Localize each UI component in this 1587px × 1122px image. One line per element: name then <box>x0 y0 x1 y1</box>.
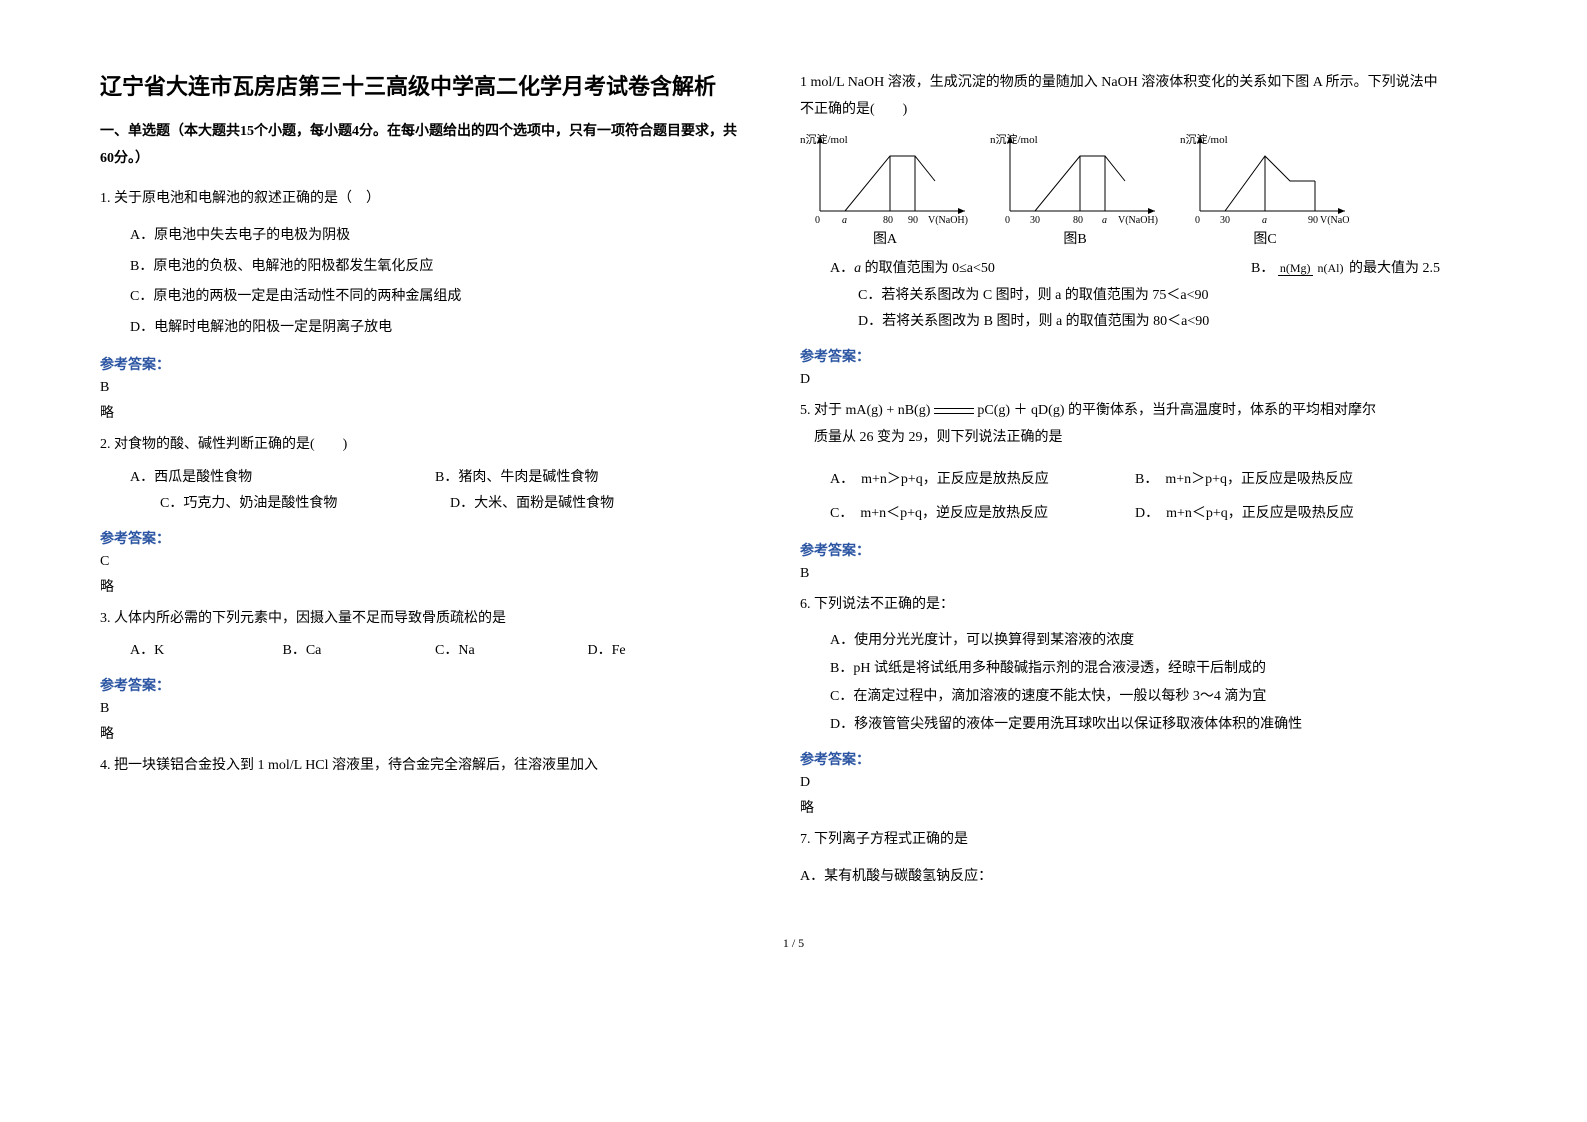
q1-opt-b: B．原电池的负极、电解池的阳极都发生氧化反应 <box>130 252 740 283</box>
q1-stem: 1. 关于原电池和电解池的叙述正确的是（ ） <box>100 186 740 213</box>
q6-note: 略 <box>800 797 1440 817</box>
q6-opt-c: C．在滴定过程中，滴加溶液的速度不能太快，一般以每秒 3～4 滴为宜 <box>830 683 1440 711</box>
chart-xlabel: V(NaOH) <box>1118 215 1158 226</box>
q2-opt-d: D．大米、面粉是碱性食物 <box>450 491 740 518</box>
q3-opt-a: A．K <box>130 638 283 665</box>
q6-answer: D <box>800 775 1440 791</box>
chart-a-x0: 0 <box>815 215 820 226</box>
q3-opt-d: D．Fe <box>588 638 741 665</box>
chart-a-label: 图A <box>800 228 970 248</box>
q2-opt-b: B．猪肉、牛肉是碱性食物 <box>435 465 740 492</box>
q4-opt-b: B． n(Mg) n(Al) 的最大值为 2.5 <box>1251 256 1440 283</box>
q2-note: 略 <box>100 576 740 596</box>
answer-label: 参考答案： <box>100 528 740 548</box>
chart-a-x1: a <box>842 215 847 226</box>
chart-c-x2: a <box>1262 215 1267 226</box>
chart-b-x2: 80 <box>1073 215 1083 226</box>
chart-row: n沉淀/mol 0 a 80 90 V(NaOH) 图A <box>800 131 1440 248</box>
q2-opt-c: C．巧克力、奶油是酸性食物 <box>160 491 450 518</box>
q4-opt-a: A．a 的取值范围为 0≤a<50 <box>830 261 995 276</box>
q5-stem: 5. 对于 mA(g) + nB(g) pC(g) ＋ qD(g) 的平衡体系，… <box>800 398 1440 451</box>
chart-a-x2: 80 <box>883 215 893 226</box>
q3-opt-b: B．Ca <box>283 638 436 665</box>
q2-opt-a: A．西瓜是酸性食物 <box>130 465 435 492</box>
answer-label: 参考答案： <box>100 675 740 695</box>
q1-note: 略 <box>100 402 740 422</box>
section-heading: 一、单选题（本大题共15个小题，每小题4分。在每小题给出的四个选项中，只有一项符… <box>100 119 740 172</box>
frac-num: n(Mg) <box>1278 261 1313 276</box>
q4-answer: D <box>800 372 1440 388</box>
q1-opt-a: A．原电池中失去电子的电极为阴极 <box>130 221 740 252</box>
q4-stem: 4. 把一块镁铝合金投入到 1 mol/L HCl 溶液里，待合金完全溶解后，往… <box>100 753 740 780</box>
q7-opt-a: A．某有机酸与碳酸氢钠反应： <box>800 864 1440 891</box>
chart-c-x3: 90 <box>1308 215 1318 226</box>
q4-opt-c: C．若将关系图改为 C 图时，则 a 的取值范围为 75＜a<90 <box>858 283 1440 310</box>
q6-opt-a: A．使用分光光度计，可以换算得到某溶液的浓度 <box>830 627 1440 655</box>
q3-note: 略 <box>100 723 740 743</box>
chart-c-svg: n沉淀/mol 0 30 a 90 V(NaOH) <box>1180 131 1350 226</box>
q3-stem: 3. 人体内所必需的下列元素中，因摄入量不足而导致骨质疏松的是 <box>100 606 740 633</box>
q5-opt-c: C． m+n＜p+q，逆反应是放热反应 <box>830 497 1135 531</box>
q5-opt-b: B． m+n＞p+q，正反应是吸热反应 <box>1135 463 1440 497</box>
q5-opt-d: D． m+n＜p+q，正反应是吸热反应 <box>1135 497 1440 531</box>
chart-b-label: 图B <box>990 228 1160 248</box>
q1-answer: B <box>100 380 740 396</box>
answer-label: 参考答案： <box>800 749 1440 769</box>
q7-stem: 7. 下列离子方程式正确的是 <box>800 827 1440 854</box>
q4-opt-d: D．若将关系图改为 B 图时，则 a 的取值范围为 80＜a<90 <box>858 309 1440 336</box>
chart-xlabel: V(NaOH) <box>1320 215 1350 226</box>
chart-c: n沉淀/mol 0 30 a 90 V(NaOH) 图C <box>1180 131 1350 248</box>
page-title: 辽宁省大连市瓦房店第三十三高级中学高二化学月考试卷含解析 <box>100 70 740 103</box>
answer-label: 参考答案： <box>100 354 740 374</box>
chart-c-x0: 0 <box>1195 215 1200 226</box>
q6-opt-d: D．移液管管尖残留的液体一定要用洗耳球吹出以保证移取液体体积的准确性 <box>830 711 1440 739</box>
q2-answer: C <box>100 554 740 570</box>
chart-a: n沉淀/mol 0 a 80 90 V(NaOH) 图A <box>800 131 970 248</box>
chart-ylabel: n沉淀/mol <box>990 132 1038 146</box>
answer-label: 参考答案： <box>800 346 1440 366</box>
frac-den: n(Al) <box>1316 261 1346 275</box>
q6-opt-b: B．pH 试纸是将试纸用多种酸碱指示剂的混合液浸透，经晾干后制成的 <box>830 655 1440 683</box>
chart-c-label: 图C <box>1180 228 1350 248</box>
q2-stem: 2. 对食物的酸、碱性判断正确的是( ) <box>100 432 740 459</box>
chart-a-svg: n沉淀/mol 0 a 80 90 V(NaOH) <box>800 131 970 226</box>
equilibrium-arrow-icon <box>934 406 974 416</box>
q5-answer: B <box>800 566 1440 582</box>
chart-c-x1: 30 <box>1220 215 1230 226</box>
q6-stem: 6. 下列说法不正确的是： <box>800 592 1440 619</box>
q4-continuation: 1 mol/L NaOH 溶液，生成沉淀的物质的量随加入 NaOH 溶液体积变化… <box>800 70 1440 123</box>
chart-xlabel: V(NaOH) <box>928 215 968 226</box>
chart-b-svg: n沉淀/mol 0 30 80 a V(NaOH) <box>990 131 1160 226</box>
answer-label: 参考答案： <box>800 540 1440 560</box>
chart-b-x0: 0 <box>1005 215 1010 226</box>
page-footer: 1 / 5 <box>0 936 1587 951</box>
q3-answer: B <box>100 701 740 717</box>
q1-opt-d: D．电解时电解池的阳极一定是阴离子放电 <box>130 313 740 344</box>
q5-opt-a: A． m+n＞p+q，正反应是放热反应 <box>830 463 1135 497</box>
chart-b-x3: a <box>1102 215 1107 226</box>
chart-ylabel: n沉淀/mol <box>800 132 848 146</box>
chart-ylabel: n沉淀/mol <box>1180 132 1228 146</box>
chart-a-x3: 90 <box>908 215 918 226</box>
q3-opt-c: C．Na <box>435 638 588 665</box>
chart-b: n沉淀/mol 0 30 80 a V(NaOH) 图B <box>990 131 1160 248</box>
chart-b-x1: 30 <box>1030 215 1040 226</box>
q1-opt-c: C．原电池的两极一定是由活动性不同的两种金属组成 <box>130 282 740 313</box>
